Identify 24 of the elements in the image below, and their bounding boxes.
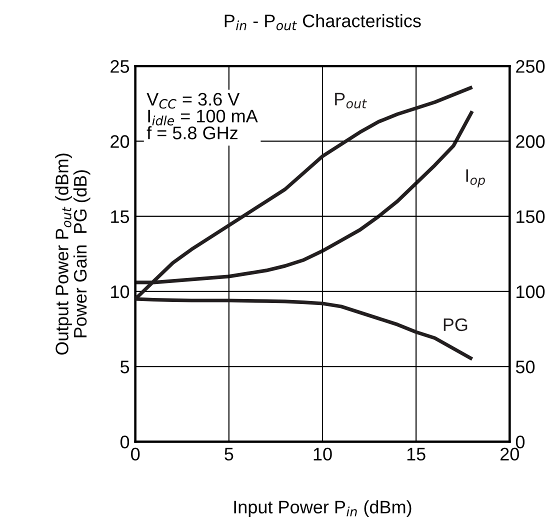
x-tick-label: 0 xyxy=(131,448,140,461)
chart-title: P$_{in}$ - P$_{out}$ Characteristics xyxy=(224,14,421,30)
y2-tick-label: 200 xyxy=(516,135,545,148)
y-axis-title: Output Power P$_{out}$ (dBm) Power Gain PG (dB) xyxy=(55,154,90,355)
y2-tick-label: 50 xyxy=(516,360,535,374)
y-tick-label: 20 xyxy=(110,135,130,148)
y-tick-label: 25 xyxy=(110,60,130,73)
x-tick-label: 20 xyxy=(500,448,519,461)
x-tick-label: 10 xyxy=(314,448,332,461)
y2-tick-label: 250 xyxy=(516,60,545,73)
y-tick-label: 15 xyxy=(111,210,130,224)
text: V$_{CC}$ = 3.6 V I$_{idle}$ = 100 mA f = 5.8 GHz xyxy=(146,92,258,140)
y2-tick-label: 150 xyxy=(516,210,545,224)
series-label: I$_{op}$ xyxy=(466,169,485,188)
series-label: PG xyxy=(444,318,468,332)
y-tick-label: 10 xyxy=(111,285,130,298)
x-tick-label: 15 xyxy=(407,448,426,461)
x-axis-title: Input Power P$_{in}$ (dBm) xyxy=(234,500,412,518)
y-tick-label: 5 xyxy=(120,360,130,374)
y2-tick-label: 0 xyxy=(516,436,525,448)
y2-tick-label: 100 xyxy=(516,285,545,298)
series-label: P$_{out}$ xyxy=(335,92,367,108)
y-tick-label: 0 xyxy=(120,436,130,448)
x-tick-label: 5 xyxy=(224,448,234,461)
